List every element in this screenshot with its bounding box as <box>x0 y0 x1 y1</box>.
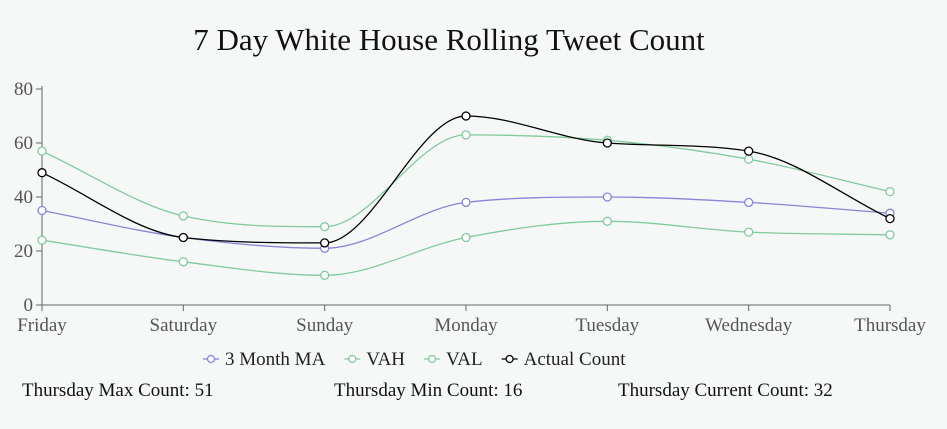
legend-label: 3 Month MA <box>225 349 326 370</box>
data-point-val <box>744 227 754 237</box>
legend-item: 3 Month MA <box>203 349 326 370</box>
y-tick-label: 80 <box>14 79 33 100</box>
x-tick-label: Wednesday <box>705 315 793 336</box>
data-point-3-month-ma <box>744 197 754 208</box>
legend-label: VAL <box>446 349 483 370</box>
data-point-val <box>602 216 612 226</box>
data-point-val <box>37 235 47 245</box>
series-lines <box>37 111 895 280</box>
data-point-val <box>461 232 471 243</box>
data-point-vah <box>320 222 330 232</box>
data-point-val <box>320 270 330 280</box>
data-point-vah <box>461 130 471 140</box>
data-point-actual-count <box>320 238 330 248</box>
data-point-vah <box>178 211 188 221</box>
data-point-vah <box>744 154 754 164</box>
data-point-actual-count <box>602 138 612 148</box>
data-point-actual-count <box>461 111 471 121</box>
y-tick-label: 60 <box>14 133 33 154</box>
legend-item: Actual Count <box>501 349 627 370</box>
series-line-val <box>41 220 891 276</box>
legend-label: VAH <box>366 349 405 370</box>
data-point-3-month-ma <box>37 205 47 216</box>
legend-marker-icon <box>505 354 514 364</box>
legend-item: VAL <box>424 349 483 370</box>
min-count-label: Thursday Min Count: 16 <box>334 380 523 401</box>
axes: 0 20 40 60 80 Friday Saturday Sunday Monday Tuesd… <box>14 79 926 336</box>
y-tick-label: 20 <box>14 241 33 262</box>
data-point-vah <box>37 146 47 156</box>
chart-title: 7 Day White House Rolling Tweet Count <box>193 22 705 57</box>
legend: 3 Month MA VAH VAL Actual Count <box>203 349 626 370</box>
data-point-3-month-ma <box>602 192 612 202</box>
data-point-actual-count <box>178 232 188 243</box>
y-tick-label: 0 <box>24 295 34 316</box>
data-point-actual-count <box>885 213 895 224</box>
x-tick-label: Thursday <box>854 315 926 336</box>
x-tick-label: Monday <box>434 315 498 336</box>
legend-item: VAH <box>344 349 405 370</box>
legend-marker-icon <box>206 354 216 364</box>
max-count-label: Thursday Max Count: 51 <box>22 380 214 401</box>
data-point-vah <box>885 186 895 197</box>
data-point-actual-count <box>37 168 47 178</box>
x-tick-label: Friday <box>17 315 67 336</box>
x-tick-label: Tuesday <box>575 315 639 336</box>
y-tick-label: 40 <box>14 187 33 208</box>
x-tick-label: Sunday <box>296 315 354 336</box>
series-line-vah <box>41 134 891 228</box>
legend-marker-icon <box>427 354 437 364</box>
current-count-label: Thursday Current Count: 32 <box>618 380 833 401</box>
data-point-actual-count <box>744 146 754 156</box>
x-tick-label: Saturday <box>150 315 218 336</box>
legend-label: Actual Count <box>524 349 627 370</box>
data-point-val <box>885 230 895 240</box>
data-point-val <box>178 257 188 267</box>
data-point-3-month-ma <box>461 197 471 208</box>
legend-marker-icon <box>348 354 357 364</box>
